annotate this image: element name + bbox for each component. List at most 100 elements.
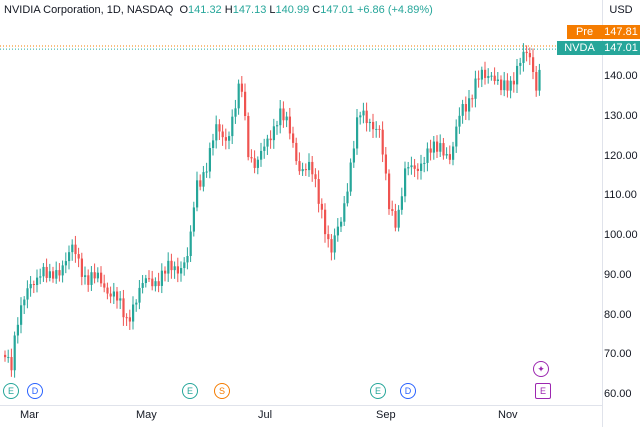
candle-body — [426, 148, 429, 163]
candle-body — [484, 69, 487, 78]
candle-body — [215, 124, 218, 141]
open-value: 141.32 — [188, 4, 222, 16]
price-tick: 100.00 — [604, 229, 638, 241]
price-tick: 90.00 — [604, 269, 632, 281]
earnings-marker[interactable]: E — [370, 383, 386, 399]
candle-body — [452, 146, 455, 160]
low-value: 140.99 — [275, 4, 310, 16]
candle-body — [522, 51, 525, 63]
candle-body — [103, 283, 106, 288]
candle-body — [532, 57, 535, 73]
candle-body — [384, 154, 387, 174]
candle-body — [327, 234, 330, 240]
candle-body — [122, 298, 125, 318]
candle-body — [288, 116, 291, 134]
candle-body — [458, 115, 461, 127]
time-axis[interactable] — [0, 405, 602, 428]
candle-body — [90, 272, 93, 285]
candle-body — [84, 275, 87, 277]
candle-body — [493, 75, 496, 81]
candle-body — [413, 165, 416, 169]
candle-body — [471, 98, 474, 100]
close-value: 147.01 — [320, 4, 354, 16]
candle-body — [39, 276, 42, 278]
candle-body — [189, 231, 192, 256]
candle-body — [266, 138, 269, 147]
candle-body — [10, 357, 13, 371]
candle-body — [359, 115, 362, 118]
candle-body — [164, 270, 167, 274]
candle-body — [138, 287, 141, 303]
candle-body — [29, 283, 32, 289]
candle-body — [256, 159, 259, 168]
currency-label[interactable]: USD — [609, 4, 633, 16]
candle-body — [388, 173, 391, 210]
candle-body — [77, 254, 80, 259]
candle-body — [128, 317, 131, 322]
candle-body — [429, 148, 432, 153]
candle-body — [218, 124, 221, 132]
candle-body — [346, 191, 349, 204]
candle-body — [183, 262, 186, 269]
candle-body — [464, 104, 467, 112]
candle-body — [80, 258, 83, 277]
candle-body — [330, 239, 333, 253]
candle-body — [109, 293, 112, 297]
candle-body — [224, 137, 227, 141]
candle-body — [237, 83, 240, 109]
candle-body — [93, 272, 96, 279]
candle-body — [96, 272, 99, 279]
candlestick-plot[interactable] — [0, 0, 602, 405]
candle-body — [333, 235, 336, 253]
candle-body — [490, 75, 493, 77]
candle-body — [480, 69, 483, 80]
candle-body — [208, 148, 211, 172]
candle-body — [461, 104, 464, 116]
price-tick: 130.00 — [604, 110, 638, 122]
candle-body — [52, 271, 55, 279]
candle-body — [423, 162, 426, 164]
candle-body — [173, 266, 176, 271]
symbol-name: NVIDIA Corporation, 1D, NASDAQ — [4, 4, 174, 16]
candle-body — [32, 283, 35, 286]
candle-body — [192, 207, 195, 232]
candle-body — [61, 265, 64, 276]
candle-body — [199, 180, 202, 187]
candle-body — [244, 91, 247, 117]
candle-body — [445, 154, 448, 156]
future-event-icon[interactable]: ✦ — [533, 361, 549, 377]
dividend-marker[interactable]: D — [27, 383, 43, 399]
last-price: 147.01 — [602, 41, 640, 55]
candle-body — [160, 270, 163, 286]
split-marker[interactable]: S — [214, 383, 230, 399]
candle-body — [260, 150, 263, 160]
candle-body — [365, 110, 368, 124]
candle-body — [247, 116, 250, 158]
candle-body — [231, 116, 234, 137]
candle-body — [324, 209, 327, 235]
candle-body — [26, 288, 29, 300]
candle-body — [320, 203, 323, 210]
time-tick: Jul — [258, 409, 273, 421]
candle-body — [100, 272, 103, 284]
candle-body — [4, 354, 7, 358]
time-tick: Sep — [376, 409, 396, 421]
candle-body — [36, 277, 39, 286]
earnings-marker[interactable]: E — [3, 383, 19, 399]
candle-body — [180, 268, 183, 274]
upcoming-earnings-marker[interactable]: E — [535, 383, 551, 399]
price-axis[interactable] — [602, 0, 640, 427]
earnings-marker[interactable]: E — [182, 383, 198, 399]
dividend-marker[interactable]: D — [400, 383, 416, 399]
candle-body — [45, 266, 48, 278]
candle-body — [205, 171, 208, 173]
candle-body — [176, 266, 179, 274]
chart-area[interactable] — [0, 0, 602, 405]
candle-body — [285, 116, 288, 121]
candle-body — [253, 158, 256, 168]
high-value: 147.13 — [232, 4, 267, 16]
candle-body — [141, 283, 144, 288]
candle-body — [234, 108, 237, 117]
candle-body — [144, 278, 147, 284]
candle-body — [170, 260, 173, 271]
